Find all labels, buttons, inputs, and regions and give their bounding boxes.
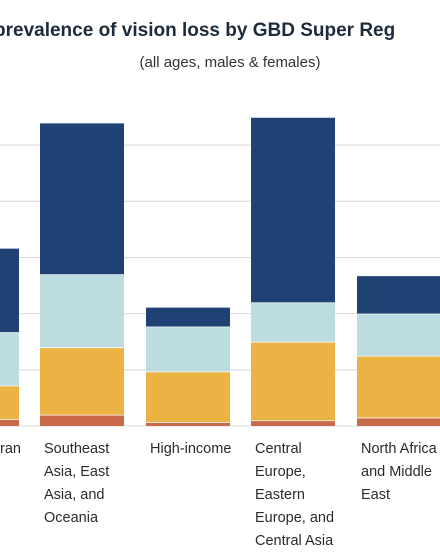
category-label-line: Central xyxy=(255,441,302,457)
bar-segment xyxy=(0,419,19,426)
category-label-line: Eastern xyxy=(255,487,305,503)
category-label: High-income xyxy=(150,441,231,457)
category-label-line: Europe, xyxy=(255,464,306,480)
bar-segment xyxy=(251,341,335,421)
bar-segment xyxy=(357,417,440,426)
bar-segment xyxy=(251,420,335,426)
bar-segment xyxy=(357,275,440,314)
category-labels: ran Southeast Asia, East Asia, and Oceania Hi… xyxy=(0,441,438,549)
bar-segment xyxy=(357,355,440,418)
category-label-line: High-income xyxy=(150,441,231,457)
bar-segment xyxy=(40,274,124,348)
category-label: Central Europe, Eastern Europe, and Central … xyxy=(255,441,334,549)
bar-segment xyxy=(146,422,230,426)
bar-segment xyxy=(146,371,230,423)
bar-segment xyxy=(0,332,19,386)
bar-segment xyxy=(251,302,335,342)
bar-segment xyxy=(40,122,124,275)
category-label-line: and Middle xyxy=(361,464,432,480)
category-label: North Africa and Middle East xyxy=(361,441,438,503)
category-label-line: North Africa xyxy=(361,441,438,457)
bar-segment xyxy=(0,385,19,420)
category-label-line: Central Asia xyxy=(255,533,334,549)
bar-segment xyxy=(146,326,230,372)
category-label: ran xyxy=(0,441,21,457)
category-label-line: Asia, and xyxy=(44,487,104,503)
category-label-line: Oceania xyxy=(44,510,99,526)
category-label-line: Southeast xyxy=(44,441,109,457)
bar-segment xyxy=(0,247,19,333)
category-label-line: Asia, East xyxy=(44,464,109,480)
bar-segment xyxy=(357,313,440,356)
category-label-line: Europe, and xyxy=(255,510,334,526)
category-label-line: ran xyxy=(0,441,21,457)
bars xyxy=(0,116,440,426)
bar-segment xyxy=(40,347,124,415)
chart-subtitle: (all ages, males & females) xyxy=(139,54,321,71)
bar-segment xyxy=(146,306,230,327)
category-label-line: East xyxy=(361,487,390,503)
bar-segment xyxy=(40,414,124,426)
bar-segment xyxy=(251,117,335,303)
category-label: Southeast Asia, East Asia, and Oceania xyxy=(44,441,109,526)
chart-title: prevalence of vision loss by GBD Super R… xyxy=(0,20,396,41)
